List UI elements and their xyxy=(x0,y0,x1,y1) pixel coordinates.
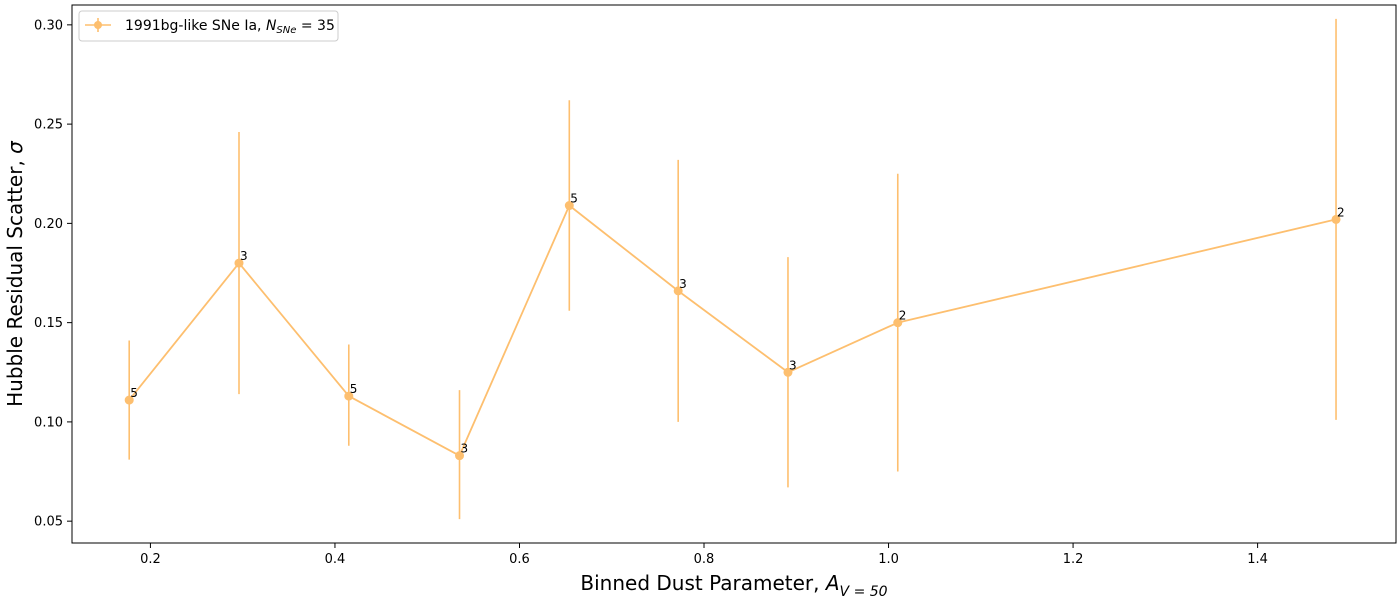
x-tick-label: 0.2 xyxy=(140,552,161,567)
y-tick-label: 0.05 xyxy=(34,515,63,530)
point-count-label: 2 xyxy=(899,309,907,323)
legend-label-suffix: = 35 xyxy=(296,18,334,34)
x-axis-title: Binned Dust Parameter, AV = 50 xyxy=(580,571,887,600)
y-tick-label: 0.15 xyxy=(34,316,63,331)
legend: 1991bg-like SNe Ia, NSNe = 35 xyxy=(78,10,339,42)
series-line xyxy=(128,204,1337,457)
y-tick-label: 0.25 xyxy=(34,118,63,133)
x-axis-title-var: A xyxy=(824,571,840,595)
y-tick-label: 0.10 xyxy=(34,415,63,430)
legend-label-sub: SNe xyxy=(276,25,296,36)
y-axis-title: Hubble Residual Scatter, σ xyxy=(3,140,27,407)
legend-marker-swatch xyxy=(94,21,102,29)
y-axis-title-main: Hubble Residual Scatter, xyxy=(3,154,27,407)
x-tick-label: 0.6 xyxy=(509,552,530,567)
x-axis-title-sub: V = 50 xyxy=(840,584,888,600)
data-point xyxy=(783,367,793,377)
legend-label-prefix: 1991bg-like SNe Ia, xyxy=(125,18,266,34)
x-tick-label: 0.4 xyxy=(325,552,346,567)
data-point xyxy=(673,286,683,296)
legend-label: 1991bg-like SNe Ia, NSNe = 35 xyxy=(125,18,335,36)
y-tick-label: 0.30 xyxy=(34,18,63,33)
plot-frame xyxy=(71,4,1397,544)
x-tick-label: 1.0 xyxy=(878,552,899,567)
legend-label-var: N xyxy=(266,18,277,34)
y-axis: 0.05 0.10 0.15 0.20 0.25 0.30 xyxy=(34,18,72,530)
x-tick-label: 1.2 xyxy=(1063,552,1084,567)
data-point xyxy=(344,391,354,401)
point-count-label: 3 xyxy=(789,358,797,372)
error-bars xyxy=(128,18,1337,520)
point-count-label: 3 xyxy=(240,249,248,263)
y-tick-label: 0.20 xyxy=(34,217,63,232)
data-point xyxy=(893,318,903,328)
point-count-label: 5 xyxy=(350,382,358,396)
x-tick-label: 1.4 xyxy=(1247,552,1268,567)
x-axis: 0.2 0.4 0.6 0.8 1.0 1.2 1.4 xyxy=(140,543,1268,567)
x-tick-label: 0.8 xyxy=(694,552,715,567)
data-point xyxy=(234,258,244,268)
data-point xyxy=(1331,214,1341,224)
point-count-label: 3 xyxy=(679,277,687,291)
data-point xyxy=(124,395,134,405)
point-count-label: 5 xyxy=(570,192,578,206)
legend-box xyxy=(78,10,339,42)
data-point xyxy=(564,201,574,211)
point-count-label: 2 xyxy=(1337,205,1345,219)
x-axis-title-main: Binned Dust Parameter, xyxy=(580,571,825,595)
y-axis-title-var: σ xyxy=(3,140,27,154)
point-count-label: 5 xyxy=(130,386,138,400)
data-point xyxy=(455,451,465,461)
point-count-label: 3 xyxy=(461,442,469,456)
